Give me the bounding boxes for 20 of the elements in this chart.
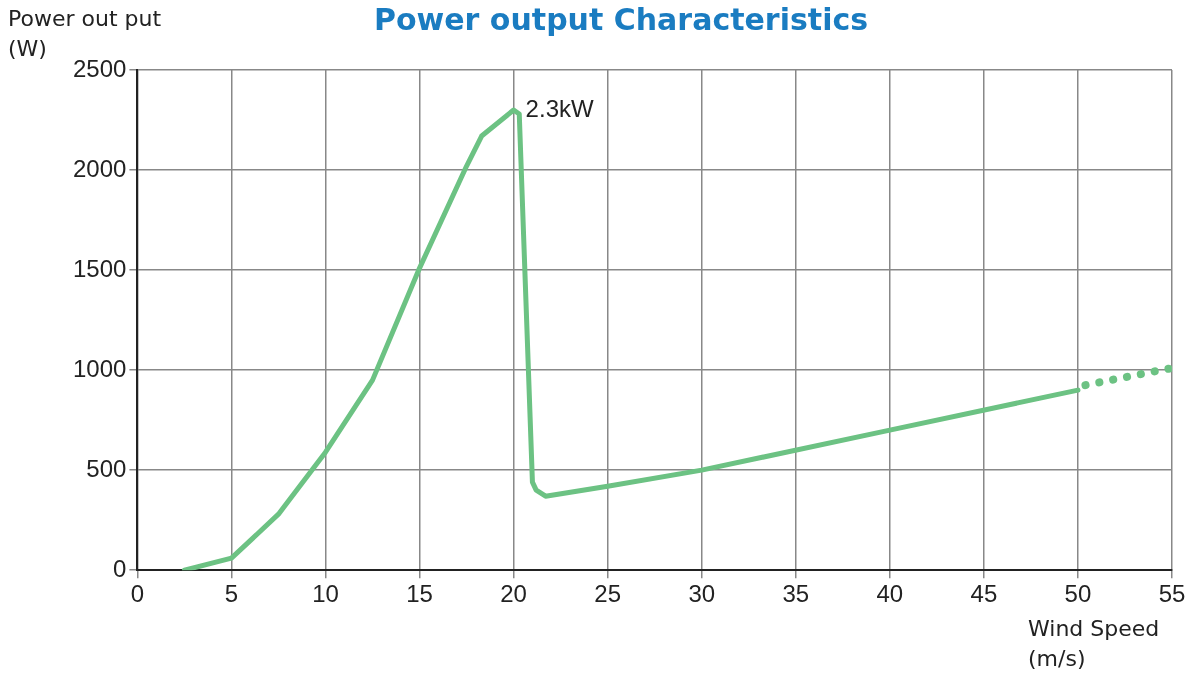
x-tick-label: 5 [224, 580, 239, 608]
x-tick-label: 25 [594, 580, 622, 608]
y-tick-label: 0 [113, 554, 127, 582]
annotation: 2.3kW [525, 94, 594, 122]
x-tick-label: 10 [312, 580, 339, 608]
x-tick-label: 55 [1158, 580, 1186, 608]
x-tick-label: 20 [500, 580, 527, 608]
x-tick-label: 40 [876, 580, 904, 608]
x-tick-label: 30 [688, 580, 716, 608]
chart-title: Power output Characteristics [373, 1, 869, 37]
x-axis-title: Wind Speed (m/s) [1028, 615, 1160, 673]
y-tick-label: 500 [86, 454, 127, 482]
x-tick-label: 50 [1064, 580, 1092, 608]
x-tick-label: 35 [782, 580, 810, 608]
y-tick-label: 1000 [73, 354, 127, 382]
y-tick-label: 2000 [73, 154, 127, 182]
x-tick-label: 15 [406, 580, 433, 608]
x-tick-label: 45 [970, 580, 998, 608]
y-tick-label: 1500 [73, 254, 127, 282]
x-tick-label: 0 [130, 580, 145, 608]
